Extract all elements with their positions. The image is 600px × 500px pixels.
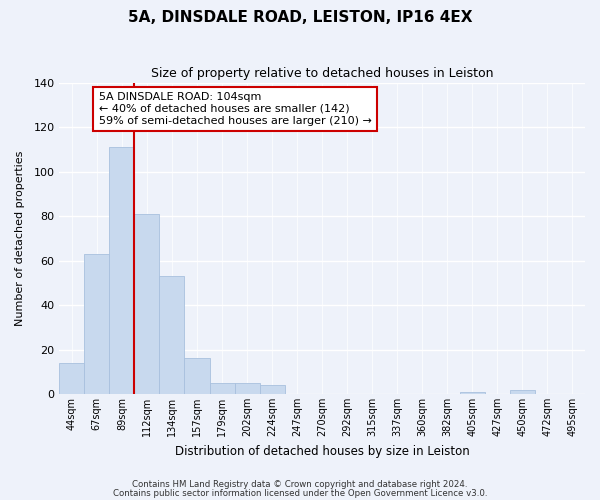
Bar bbox=[109, 148, 134, 394]
Bar bbox=[85, 254, 109, 394]
X-axis label: Distribution of detached houses by size in Leiston: Distribution of detached houses by size … bbox=[175, 444, 470, 458]
Text: 5A, DINSDALE ROAD, LEISTON, IP16 4EX: 5A, DINSDALE ROAD, LEISTON, IP16 4EX bbox=[128, 10, 472, 25]
Bar bbox=[59, 363, 85, 394]
Bar bbox=[235, 383, 260, 394]
Bar bbox=[160, 276, 184, 394]
Bar bbox=[260, 385, 284, 394]
Bar bbox=[460, 392, 485, 394]
Text: Contains public sector information licensed under the Open Government Licence v3: Contains public sector information licen… bbox=[113, 488, 487, 498]
Bar bbox=[510, 390, 535, 394]
Bar bbox=[184, 358, 209, 394]
Bar bbox=[134, 214, 160, 394]
Text: Contains HM Land Registry data © Crown copyright and database right 2024.: Contains HM Land Registry data © Crown c… bbox=[132, 480, 468, 489]
Bar bbox=[209, 383, 235, 394]
Y-axis label: Number of detached properties: Number of detached properties bbox=[15, 151, 25, 326]
Title: Size of property relative to detached houses in Leiston: Size of property relative to detached ho… bbox=[151, 68, 493, 80]
Text: 5A DINSDALE ROAD: 104sqm
← 40% of detached houses are smaller (142)
59% of semi-: 5A DINSDALE ROAD: 104sqm ← 40% of detach… bbox=[99, 92, 371, 126]
